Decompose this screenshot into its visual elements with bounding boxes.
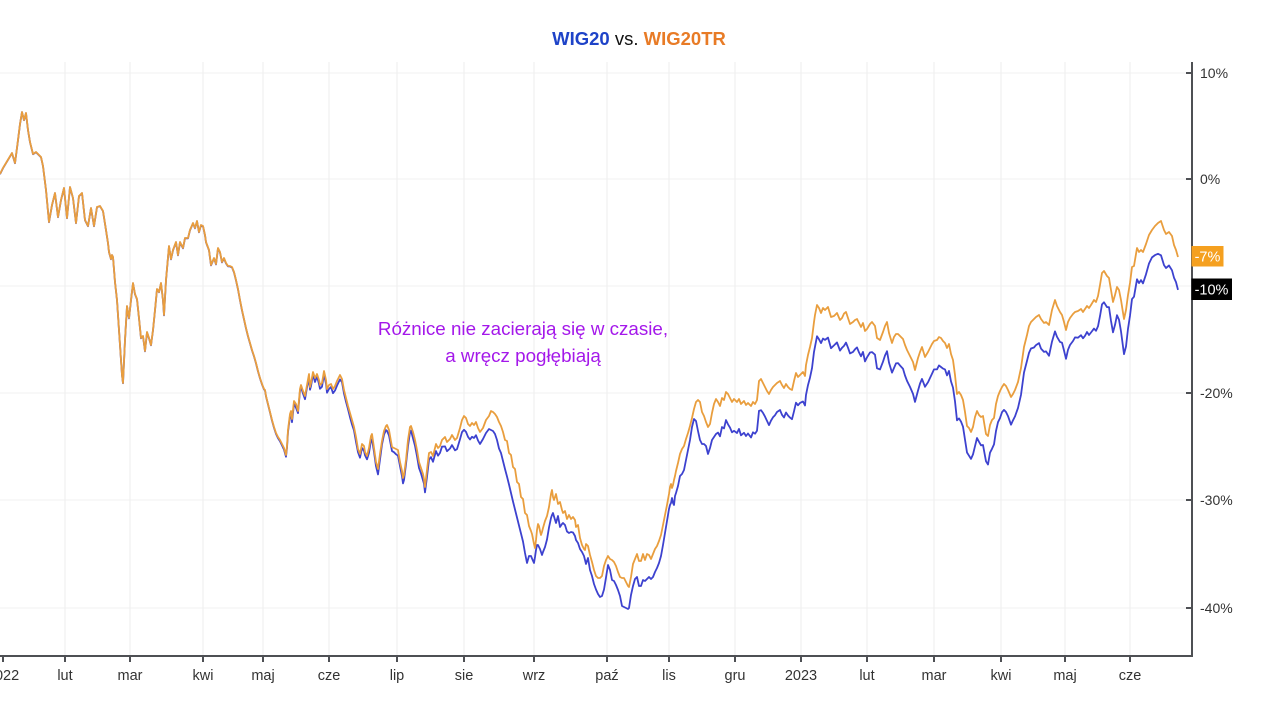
svg-text:gru: gru	[725, 668, 746, 684]
svg-text:cze: cze	[318, 668, 341, 684]
svg-text:Różnice nie zacierają się w cz: Różnice nie zacierają się w czasie,	[378, 318, 668, 339]
svg-text:-7%: -7%	[1195, 250, 1221, 266]
svg-text:kwi: kwi	[193, 668, 214, 684]
svg-text:a wręcz pogłębiają: a wręcz pogłębiają	[445, 345, 601, 366]
svg-text:lut: lut	[57, 668, 72, 684]
svg-text:wrz: wrz	[522, 668, 546, 684]
svg-text:WIG20 vs. WIG20TR: WIG20 vs. WIG20TR	[552, 28, 726, 49]
svg-text:-30%: -30%	[1200, 492, 1233, 508]
svg-text:lip: lip	[390, 668, 405, 684]
svg-text:2023: 2023	[785, 668, 817, 684]
svg-text:10%: 10%	[1200, 65, 1228, 81]
svg-text:0%: 0%	[1200, 171, 1220, 187]
svg-text:lis: lis	[662, 668, 676, 684]
svg-text:maj: maj	[251, 668, 274, 684]
svg-text:mar: mar	[118, 668, 143, 684]
svg-text:lut: lut	[859, 668, 874, 684]
svg-text:maj: maj	[1053, 668, 1076, 684]
svg-text:-20%: -20%	[1200, 385, 1233, 401]
svg-text:-40%: -40%	[1200, 600, 1233, 616]
svg-text:2022: 2022	[0, 668, 19, 684]
svg-text:mar: mar	[922, 668, 947, 684]
svg-text:sie: sie	[455, 668, 474, 684]
svg-text:paź: paź	[595, 668, 618, 684]
svg-text:cze: cze	[1119, 668, 1142, 684]
svg-text:-10%: -10%	[1195, 283, 1229, 299]
svg-text:kwi: kwi	[991, 668, 1012, 684]
